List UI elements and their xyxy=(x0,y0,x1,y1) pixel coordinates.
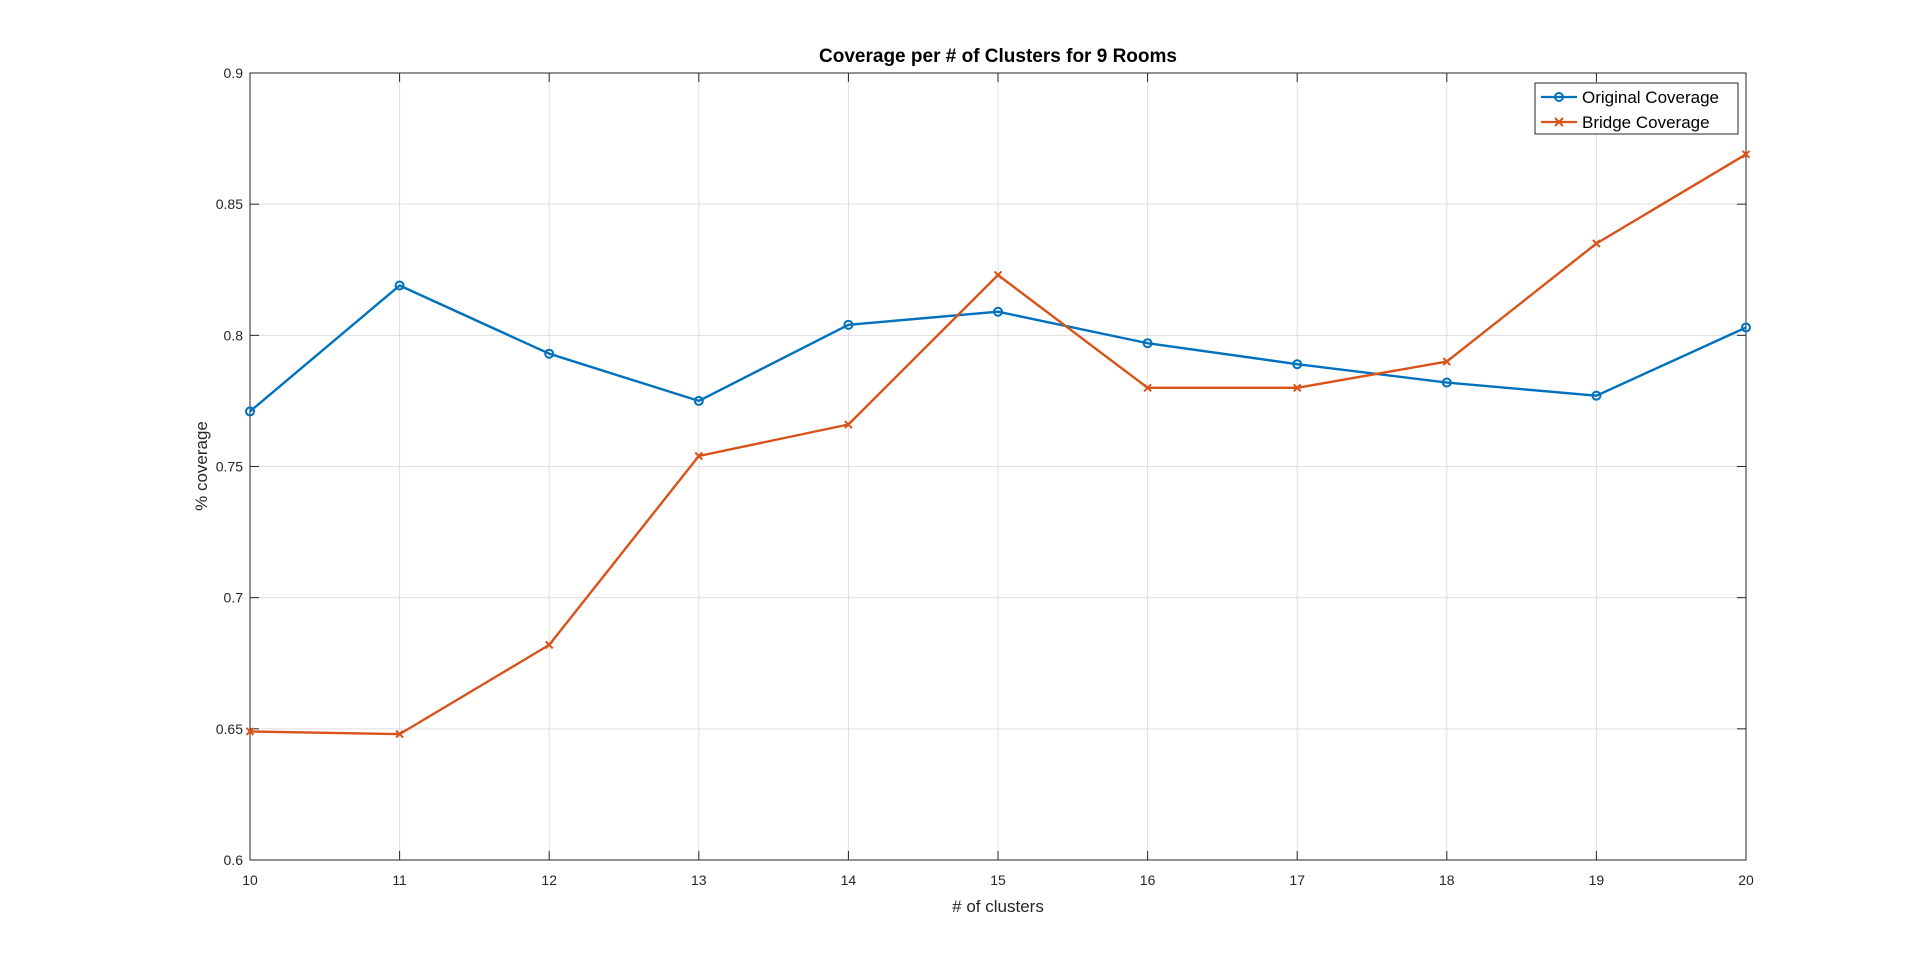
legend-label-original: Original Coverage xyxy=(1582,88,1719,107)
x-tick-label: 12 xyxy=(541,872,557,888)
data-point-original-coverage xyxy=(1292,359,1303,370)
y-tick-label: 0.85 xyxy=(216,196,243,212)
data-point-bridge-coverage xyxy=(1592,239,1601,248)
data-point-original-coverage xyxy=(1142,338,1153,349)
y-tick-label: 0.9 xyxy=(224,65,244,81)
x-tick-label: 11 xyxy=(392,872,407,888)
legend-label-bridge: Bridge Coverage xyxy=(1582,113,1710,132)
data-point-bridge-coverage xyxy=(1292,383,1302,393)
data-point-original-coverage xyxy=(843,319,854,330)
data-point-bridge-coverage xyxy=(1741,150,1751,159)
data-point-original-coverage xyxy=(693,395,704,406)
x-tick-label: 15 xyxy=(990,872,1006,888)
y-tick-label: 0.7 xyxy=(224,590,244,606)
chart-title: Coverage per # of Clusters for 9 Rooms xyxy=(819,46,1177,67)
legend-marker-bridge xyxy=(1554,117,1564,127)
x-tick-label: 18 xyxy=(1439,872,1455,888)
y-tick-label: 0.6 xyxy=(224,852,244,868)
data-point-bridge-coverage xyxy=(844,420,853,429)
axis-ticks: 10 11 12 13 14 15 16 17 18 19 20 0.6 0.65 0.7 0.75 0.8 0… xyxy=(216,65,1754,888)
data-point-bridge-coverage xyxy=(694,451,704,461)
x-tick-label: 14 xyxy=(841,872,857,888)
y-tick-label: 0.75 xyxy=(216,459,243,475)
x-tick-label: 13 xyxy=(691,872,707,888)
data-point-original-coverage xyxy=(1441,377,1452,388)
x-tick-label: 19 xyxy=(1589,872,1605,888)
data-point-original-coverage xyxy=(394,280,405,291)
data-point-original-coverage xyxy=(1741,322,1751,333)
data-point-bridge-coverage xyxy=(1143,383,1152,393)
data-point-bridge-coverage xyxy=(993,270,1003,280)
data-point-original-coverage xyxy=(544,348,555,359)
data-point-original-coverage xyxy=(245,406,255,417)
data-point-bridge-coverage xyxy=(245,727,255,736)
x-tick-label: 17 xyxy=(1289,872,1305,888)
legend: Original Coverage Bridge Coverage xyxy=(1534,82,1739,135)
data-point-bridge-coverage xyxy=(1442,357,1452,366)
series-group xyxy=(245,150,1751,739)
data-point-bridge-coverage xyxy=(544,640,554,650)
x-tick-label: 10 xyxy=(242,872,258,888)
x-tick-label: 20 xyxy=(1738,872,1754,888)
legend-marker-original xyxy=(1554,92,1564,102)
legend-box xyxy=(1534,82,1739,135)
y-tick-label: 0.65 xyxy=(216,721,243,737)
data-point-original-coverage xyxy=(1591,390,1602,401)
data-point-original-coverage xyxy=(993,306,1003,317)
data-point-bridge-coverage xyxy=(395,729,404,739)
series-line-original-coverage xyxy=(249,284,1747,413)
y-axis-title: % coverage xyxy=(192,421,211,511)
x-axis-title: # of clusters xyxy=(952,897,1044,916)
y-tick-label: 0.8 xyxy=(224,327,244,343)
x-tick-label: 16 xyxy=(1140,872,1156,888)
